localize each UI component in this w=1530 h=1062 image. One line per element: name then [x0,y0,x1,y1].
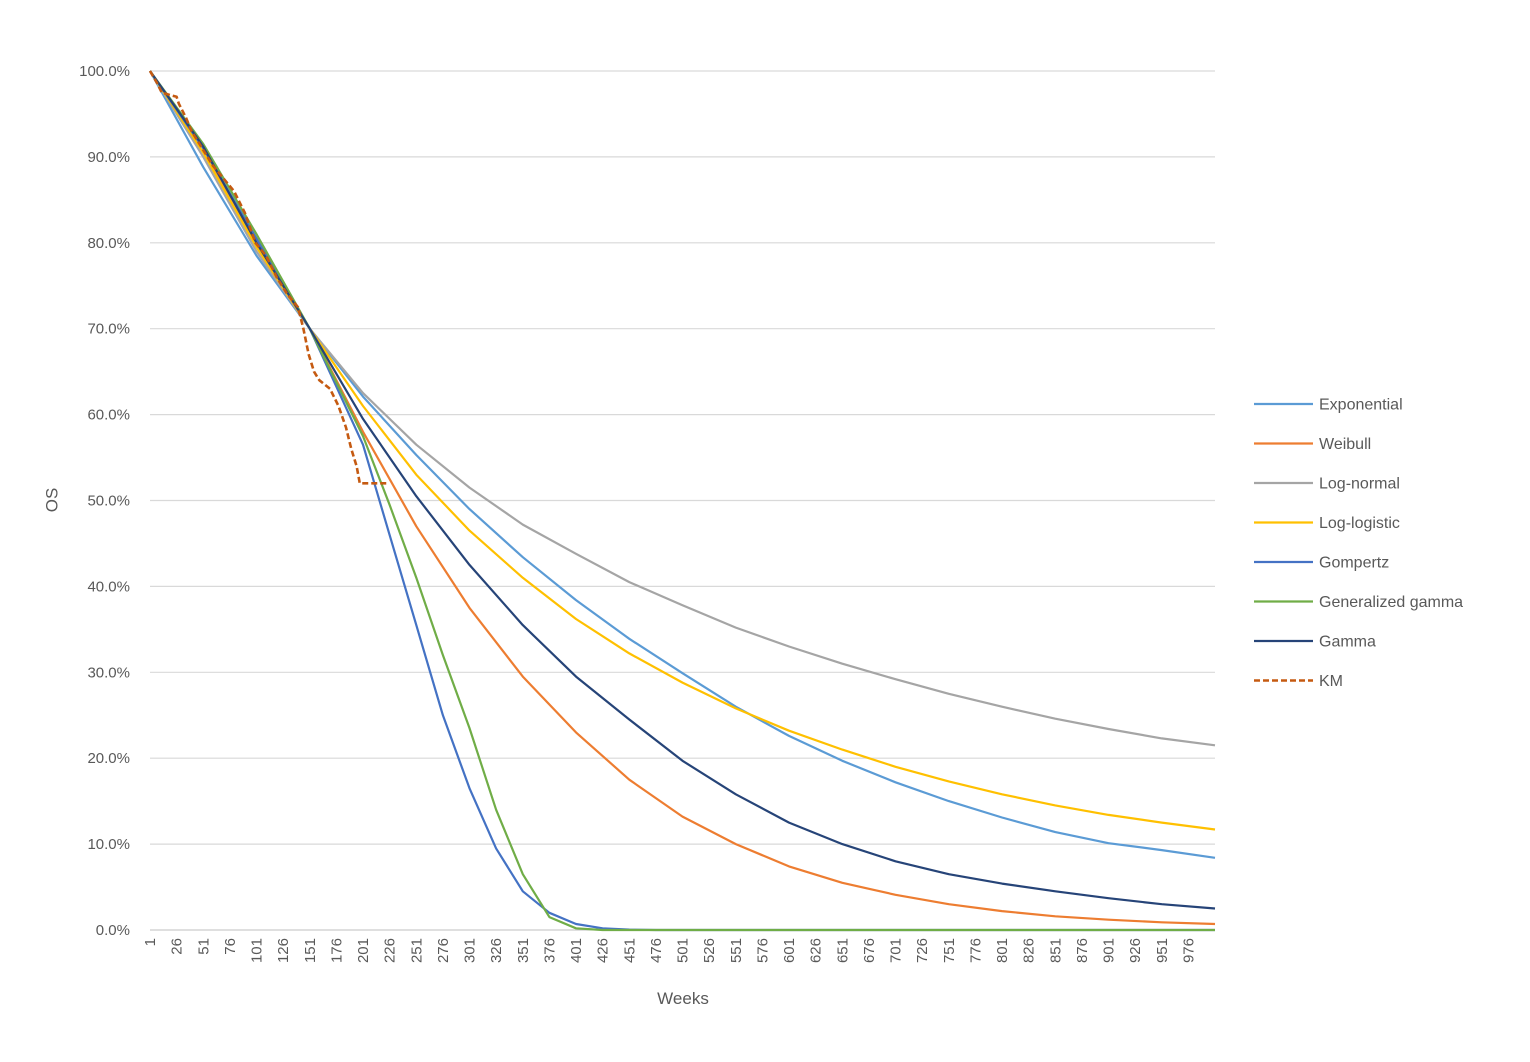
y-axis-title: OS [42,488,61,513]
x-tick-label: 901 [1101,938,1118,963]
x-tick-label: 426 [595,938,612,963]
x-tick-label: 176 [328,938,345,963]
legend-label: Gamma [1319,634,1376,651]
x-axis-ticks: 1 26 51 76 101 126 151 176 201 226 251 276 301 326 351… [142,938,1197,963]
series-lines [148,70,1216,932]
x-tick-label: 451 [621,938,638,963]
x-tick-label: 526 [701,938,718,963]
legend-label: KM [1319,673,1343,690]
x-tick-label: 676 [861,938,878,963]
x-tick-label: 751 [941,938,958,963]
x-tick-label: 501 [675,938,692,963]
legend-label: Exponential [1319,397,1403,414]
x-tick-label: 726 [914,938,931,963]
x-tick-label: 301 [462,938,479,963]
series-line-generalized-gamma [149,70,1215,932]
series-line-exponential [149,70,1216,859]
x-tick-label: 801 [994,938,1011,963]
y-tick-label: 90.0% [87,149,130,166]
series-line-log-logistic [149,70,1216,831]
x-tick-label: 626 [808,938,825,963]
x-tick-label: 476 [648,938,665,963]
x-tick-label: 651 [834,938,851,963]
x-tick-label: 976 [1180,938,1197,963]
x-tick-label: 551 [728,938,745,963]
y-tick-label: 50.0% [87,493,130,510]
x-tick-label: 401 [568,938,585,963]
y-tick-label: 60.0% [87,407,130,424]
x-tick-label: 951 [1154,938,1171,963]
x-tick-label: 876 [1074,938,1091,963]
x-axis-title: Weeks [657,989,709,1008]
x-tick-label: 1 [142,938,159,946]
x-tick-label: 826 [1021,938,1038,963]
x-tick-label: 576 [754,938,771,963]
x-tick-label: 276 [435,938,452,963]
x-tick-label: 101 [249,938,266,963]
series-line-log-normal [149,70,1216,747]
legend-label: Log-normal [1319,476,1400,493]
y-tick-label: 10.0% [87,836,130,853]
gridlines [150,70,1215,845]
series-line-gamma [149,70,1216,910]
x-tick-label: 776 [967,938,984,963]
x-tick-label: 126 [275,938,292,963]
y-tick-label: 100.0% [79,63,130,80]
x-tick-label: 701 [888,938,905,963]
legend-label: Generalized gamma [1319,594,1463,611]
x-tick-label: 926 [1127,938,1144,963]
y-axis-ticks: 0.0% 10.0% 20.0% 30.0% 40.0% 50.0% 60.0% 70.0% 8… [79,63,130,939]
x-tick-label: 201 [355,938,372,963]
y-tick-label: 70.0% [87,321,130,338]
x-tick-label: 851 [1047,938,1064,963]
y-tick-label: 40.0% [87,578,130,595]
y-tick-label: 30.0% [87,664,130,681]
x-tick-label: 326 [488,938,505,963]
x-tick-label: 26 [169,938,186,955]
x-tick-label: 76 [222,938,239,955]
x-tick-label: 51 [195,938,212,955]
legend: Exponential Weibull Log-normal Log-logistic… [1254,397,1463,690]
series-line-km [148,70,389,485]
x-tick-label: 251 [408,938,425,963]
y-tick-label: 80.0% [87,235,130,252]
x-tick-label: 151 [302,938,319,963]
x-tick-label: 601 [781,938,798,963]
x-tick-label: 351 [515,938,532,963]
x-tick-label: 226 [382,938,399,963]
y-tick-label: 0.0% [96,922,130,939]
y-tick-label: 20.0% [87,750,130,767]
legend-label: Weibull [1319,436,1371,453]
x-tick-label: 376 [541,938,558,963]
series-line-weibull [149,70,1216,926]
legend-label: Log-logistic [1319,515,1400,532]
legend-label: Gompertz [1319,555,1389,572]
